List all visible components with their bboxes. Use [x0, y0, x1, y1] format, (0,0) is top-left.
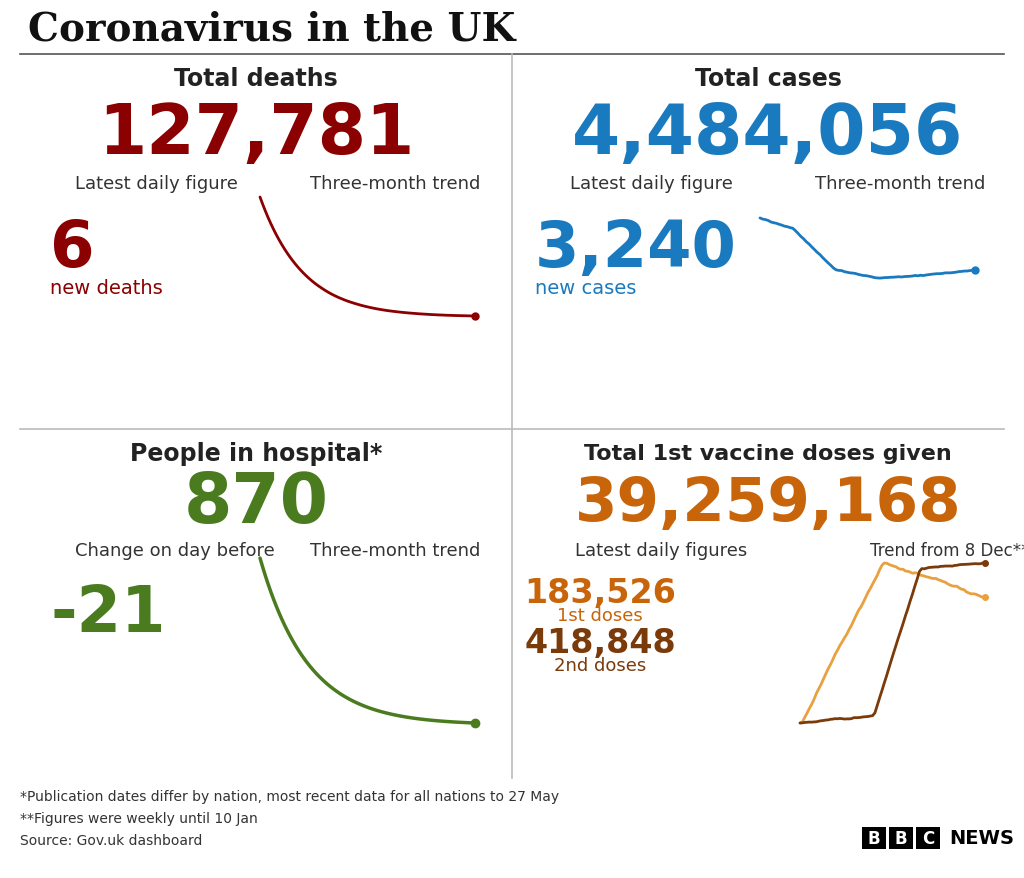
Text: 418,848: 418,848: [524, 627, 676, 659]
Text: new deaths: new deaths: [50, 279, 163, 299]
Text: -21: -21: [50, 582, 165, 644]
Text: 1st doses: 1st doses: [557, 607, 643, 624]
Text: Three-month trend: Three-month trend: [310, 175, 480, 193]
Text: 4,484,056: 4,484,056: [572, 100, 964, 168]
Text: Latest daily figures: Latest daily figures: [575, 542, 748, 559]
Text: Total deaths: Total deaths: [174, 67, 338, 91]
Text: B: B: [867, 829, 881, 847]
Text: Three-month trend: Three-month trend: [310, 542, 480, 559]
Text: Change on day before: Change on day before: [75, 542, 274, 559]
Text: Latest daily figure: Latest daily figure: [570, 175, 733, 193]
Text: 127,781: 127,781: [98, 100, 414, 168]
Text: 183,526: 183,526: [524, 577, 676, 610]
Text: *Publication dates differ by nation, most recent data for all nations to 27 May: *Publication dates differ by nation, mos…: [20, 789, 559, 803]
Text: **Figures were weekly until 10 Jan: **Figures were weekly until 10 Jan: [20, 811, 258, 825]
FancyBboxPatch shape: [862, 827, 886, 849]
Text: B: B: [895, 829, 907, 847]
Text: 870: 870: [183, 470, 329, 536]
Text: Coronavirus in the UK: Coronavirus in the UK: [28, 10, 515, 48]
Text: Latest daily figure: Latest daily figure: [75, 175, 238, 193]
Text: Total 1st vaccine doses given: Total 1st vaccine doses given: [584, 443, 952, 464]
FancyBboxPatch shape: [889, 827, 913, 849]
Text: Source: Gov.uk dashboard: Source: Gov.uk dashboard: [20, 833, 203, 847]
Text: Three-month trend: Three-month trend: [815, 175, 985, 193]
Text: 2nd doses: 2nd doses: [554, 656, 646, 674]
Text: C: C: [922, 829, 934, 847]
Text: new cases: new cases: [535, 279, 636, 299]
Text: NEWS: NEWS: [949, 829, 1014, 847]
Text: Total cases: Total cases: [694, 67, 842, 91]
Text: 6: 6: [50, 218, 94, 280]
Text: Trend from 8 Dec**: Trend from 8 Dec**: [870, 542, 1024, 559]
FancyBboxPatch shape: [916, 827, 940, 849]
Text: 39,259,168: 39,259,168: [574, 474, 962, 533]
Text: 3,240: 3,240: [535, 218, 737, 280]
Text: People in hospital*: People in hospital*: [130, 442, 382, 465]
